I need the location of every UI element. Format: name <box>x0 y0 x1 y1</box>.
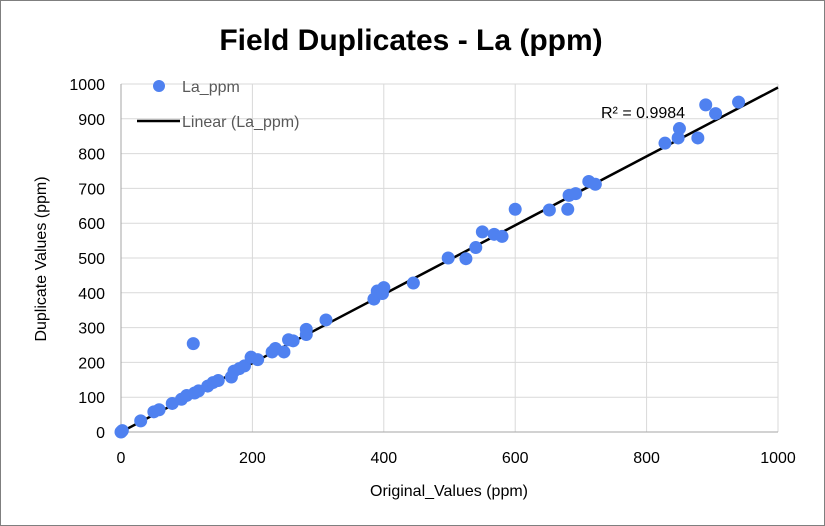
data-point <box>475 225 489 239</box>
y-tick-label: 600 <box>78 216 105 233</box>
y-tick-label: 0 <box>96 425 105 442</box>
chart-title: Field Duplicates - La (ppm) <box>219 24 602 57</box>
x-tick-label: 200 <box>239 450 266 467</box>
data-point <box>377 281 391 295</box>
data-point <box>211 373 225 387</box>
data-point <box>732 95 746 109</box>
data-point <box>277 345 291 359</box>
gridlines <box>121 83 779 432</box>
y-tick-label: 400 <box>78 286 105 303</box>
axes <box>120 84 778 433</box>
r-squared-label: R² = 0.9984 <box>601 105 685 122</box>
legend-marker-la-ppm <box>153 80 165 92</box>
data-point <box>699 98 713 112</box>
data-point <box>319 313 333 327</box>
y-tick-label: 900 <box>78 112 105 129</box>
data-point <box>709 107 723 121</box>
data-point <box>542 203 556 217</box>
y-tick-label: 100 <box>78 390 105 407</box>
data-point <box>134 414 148 428</box>
x-tick-labels: 0 200 400 600 800 1000 <box>117 450 796 467</box>
y-tick-label: 500 <box>78 251 105 268</box>
data-point <box>186 337 200 351</box>
x-axis-label: Original_Values (ppm) <box>370 483 528 500</box>
data-point <box>441 251 455 265</box>
data-point <box>406 276 420 290</box>
data-point <box>495 229 509 243</box>
data-point <box>115 424 129 438</box>
y-tick-label: 1000 <box>69 77 105 94</box>
data-points <box>114 95 746 439</box>
x-tick-label: 400 <box>370 450 397 467</box>
x-tick-label: 800 <box>633 450 660 467</box>
y-tick-labels: 0 100 200 300 400 500 600 700 800 900 1000 <box>69 77 105 442</box>
x-tick-label: 0 <box>117 450 126 467</box>
y-axis-label: Duplicate Values (ppm) <box>33 176 50 341</box>
data-point <box>672 122 686 136</box>
legend-label-la-ppm: La_ppm <box>182 79 240 96</box>
data-point <box>299 322 313 336</box>
data-point <box>691 131 705 145</box>
data-point <box>508 202 522 216</box>
data-point <box>286 334 300 348</box>
y-tick-label: 800 <box>78 147 105 164</box>
x-tick-label: 600 <box>502 450 529 467</box>
legend-label-linear: Linear (La_ppm) <box>182 114 299 131</box>
data-point <box>469 241 483 255</box>
data-point <box>459 252 473 266</box>
legend: La_ppm Linear (La_ppm) <box>137 79 299 131</box>
y-tick-label: 300 <box>78 321 105 338</box>
y-tick-label: 200 <box>78 355 105 372</box>
data-point <box>588 177 602 191</box>
data-point <box>658 136 672 150</box>
data-point <box>251 353 265 367</box>
data-point <box>561 202 575 216</box>
data-point <box>569 187 583 201</box>
x-tick-label: 1000 <box>760 450 796 467</box>
y-tick-label: 700 <box>78 181 105 198</box>
data-point <box>152 403 166 417</box>
